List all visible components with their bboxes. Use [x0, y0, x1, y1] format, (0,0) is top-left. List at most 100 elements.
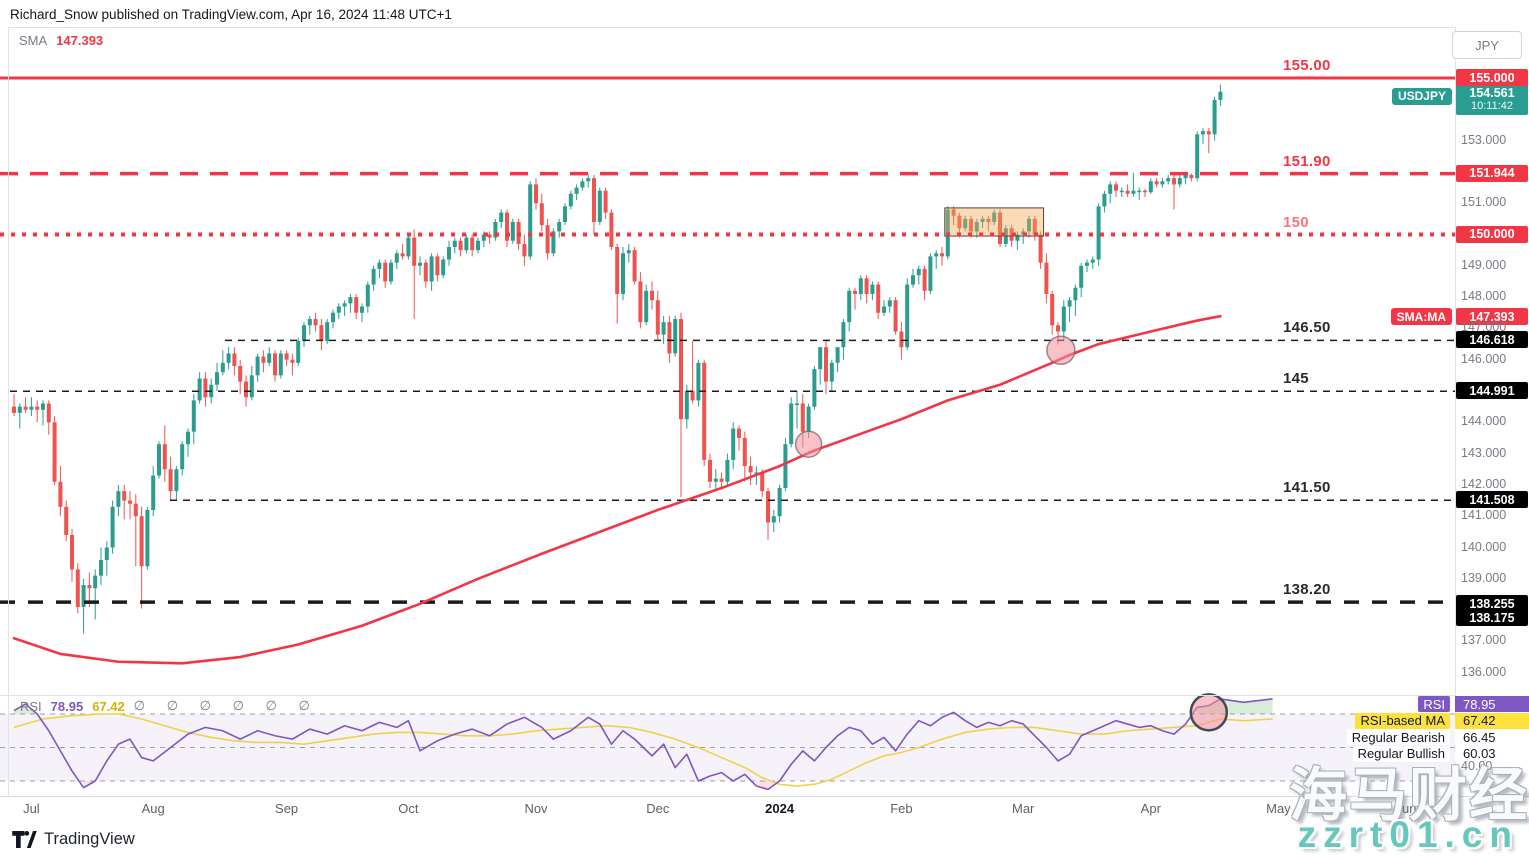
candle-body [725, 459, 730, 482]
candle-body [887, 300, 892, 307]
candle-body [1218, 91, 1223, 100]
candle-body [470, 237, 475, 251]
candle-body [267, 353, 272, 363]
candle-body [800, 403, 805, 432]
candle-body [1206, 131, 1211, 135]
candle-body [186, 431, 190, 445]
candle-body [481, 234, 486, 241]
rsi-overbought-fill [14, 703, 38, 714]
last-price-badge: 154.561 10:11:42 [1456, 83, 1528, 115]
time-axis-label-Sep[interactable]: Sep [275, 801, 299, 816]
time-axis-label-2024[interactable]: 2024 [765, 801, 795, 816]
candle-body [122, 491, 127, 501]
candle-body [1085, 262, 1089, 266]
highlight-circle [1046, 335, 1076, 366]
time-axis-label-Oct[interactable]: Oct [398, 801, 419, 816]
price-axis-tick-143.000: 143.000 [1461, 445, 1507, 460]
candle-body [93, 575, 98, 589]
candle-body [847, 290, 852, 323]
candle-body [870, 284, 875, 294]
time-axis-label-Dec[interactable]: Dec [646, 801, 670, 816]
candle-body [157, 444, 161, 476]
time-axis-label-Mar[interactable]: Mar [1011, 801, 1035, 816]
time-axis-label-May[interactable]: May [1266, 801, 1291, 816]
candle-body [818, 347, 823, 370]
rsi-legend[interactable]: RSI 78.95 67.42 ∅ ∅ ∅ ∅ ∅ ∅ [20, 698, 319, 714]
time-axis-label-Nov[interactable]: Nov [524, 801, 548, 816]
candle-body [46, 403, 51, 423]
tradingview-brand-text: TradingView [44, 830, 135, 848]
candle-body [708, 459, 712, 482]
candle-body [1114, 184, 1118, 191]
time-axis-label-Jul[interactable]: Jul [23, 801, 40, 816]
candle-body [905, 284, 910, 348]
chart-canvas[interactable] [0, 0, 1529, 796]
candle-body [278, 353, 283, 376]
candle-body [551, 231, 556, 254]
candle-body [940, 253, 944, 257]
candle-body [365, 284, 370, 307]
candle-body [1108, 184, 1113, 194]
price-axis-badge-141.508: 141.508 [1456, 491, 1528, 509]
candle-body [1201, 131, 1205, 135]
candle-body [191, 400, 196, 432]
candle-body [777, 488, 782, 517]
rsi-pane-separator[interactable] [0, 695, 1455, 696]
price-axis-tick-136.000: 136.000 [1461, 664, 1507, 679]
candle-body [435, 256, 440, 276]
candle-body [603, 190, 608, 213]
candle-body [1038, 234, 1043, 263]
candle-body [690, 391, 695, 401]
rsi-row-label-2[interactable]: Regular Bearish [1346, 729, 1450, 745]
candle-body [574, 187, 579, 194]
candle-body [719, 478, 724, 482]
pane-left-border [8, 27, 9, 795]
candle-body [563, 206, 567, 222]
candle-body [23, 406, 28, 410]
candle-body [464, 237, 469, 251]
rsi-row-label-1[interactable]: RSI-based MA [1355, 712, 1450, 729]
candle-body [139, 516, 144, 567]
candle-body [615, 247, 620, 294]
candle-body [1183, 175, 1188, 179]
candle-body [1050, 293, 1055, 326]
candle-body [377, 262, 382, 269]
candle-body [922, 268, 927, 291]
time-axis-label-Feb[interactable]: Feb [890, 801, 913, 816]
sma-axis-badge: 147.393 [1456, 308, 1528, 326]
rsi-row-label-3[interactable]: Regular Bullish [1352, 745, 1450, 762]
level-label-138.20: 138.20 [1283, 581, 1331, 599]
candle-body [812, 369, 817, 407]
candle-body [58, 481, 63, 507]
candle-body [273, 353, 277, 376]
candle-body [1189, 175, 1194, 179]
candle-body [325, 322, 330, 341]
rsi-legend-title: RSI [20, 698, 42, 714]
candle-body [505, 212, 509, 241]
rsi-row-label-0[interactable]: RSI [1418, 696, 1450, 712]
level-label-145: 145 [1283, 370, 1309, 388]
currency-toggle-button[interactable]: JPY [1452, 31, 1522, 59]
candle-body [220, 362, 225, 373]
time-axis-label-Aug[interactable]: Aug [141, 801, 165, 816]
sma-legend-value: 147.393 [56, 33, 104, 48]
candle-body [644, 290, 649, 323]
time-axis-label-Apr[interactable]: Apr [1140, 801, 1161, 816]
candle-body [911, 275, 915, 285]
candle-body [899, 331, 904, 348]
candle-body [400, 253, 405, 257]
candle-body [35, 406, 40, 410]
candle-body [284, 353, 289, 360]
candle-body [52, 422, 57, 482]
price-axis-tick-137.000: 137.000 [1461, 633, 1507, 648]
sma-legend[interactable]: SMA 147.393 [19, 33, 103, 48]
candle-body [998, 212, 1002, 244]
candle-body [418, 262, 422, 266]
candle-body [638, 281, 643, 323]
rsi-band [0, 714, 1455, 781]
time-axis-label-Jun[interactable]: Jun [1395, 801, 1417, 816]
tradingview-brand[interactable]: TradingView [12, 830, 135, 849]
candle-body [249, 375, 254, 398]
candle-body [586, 178, 591, 182]
time-axis[interactable] [0, 796, 1529, 824]
